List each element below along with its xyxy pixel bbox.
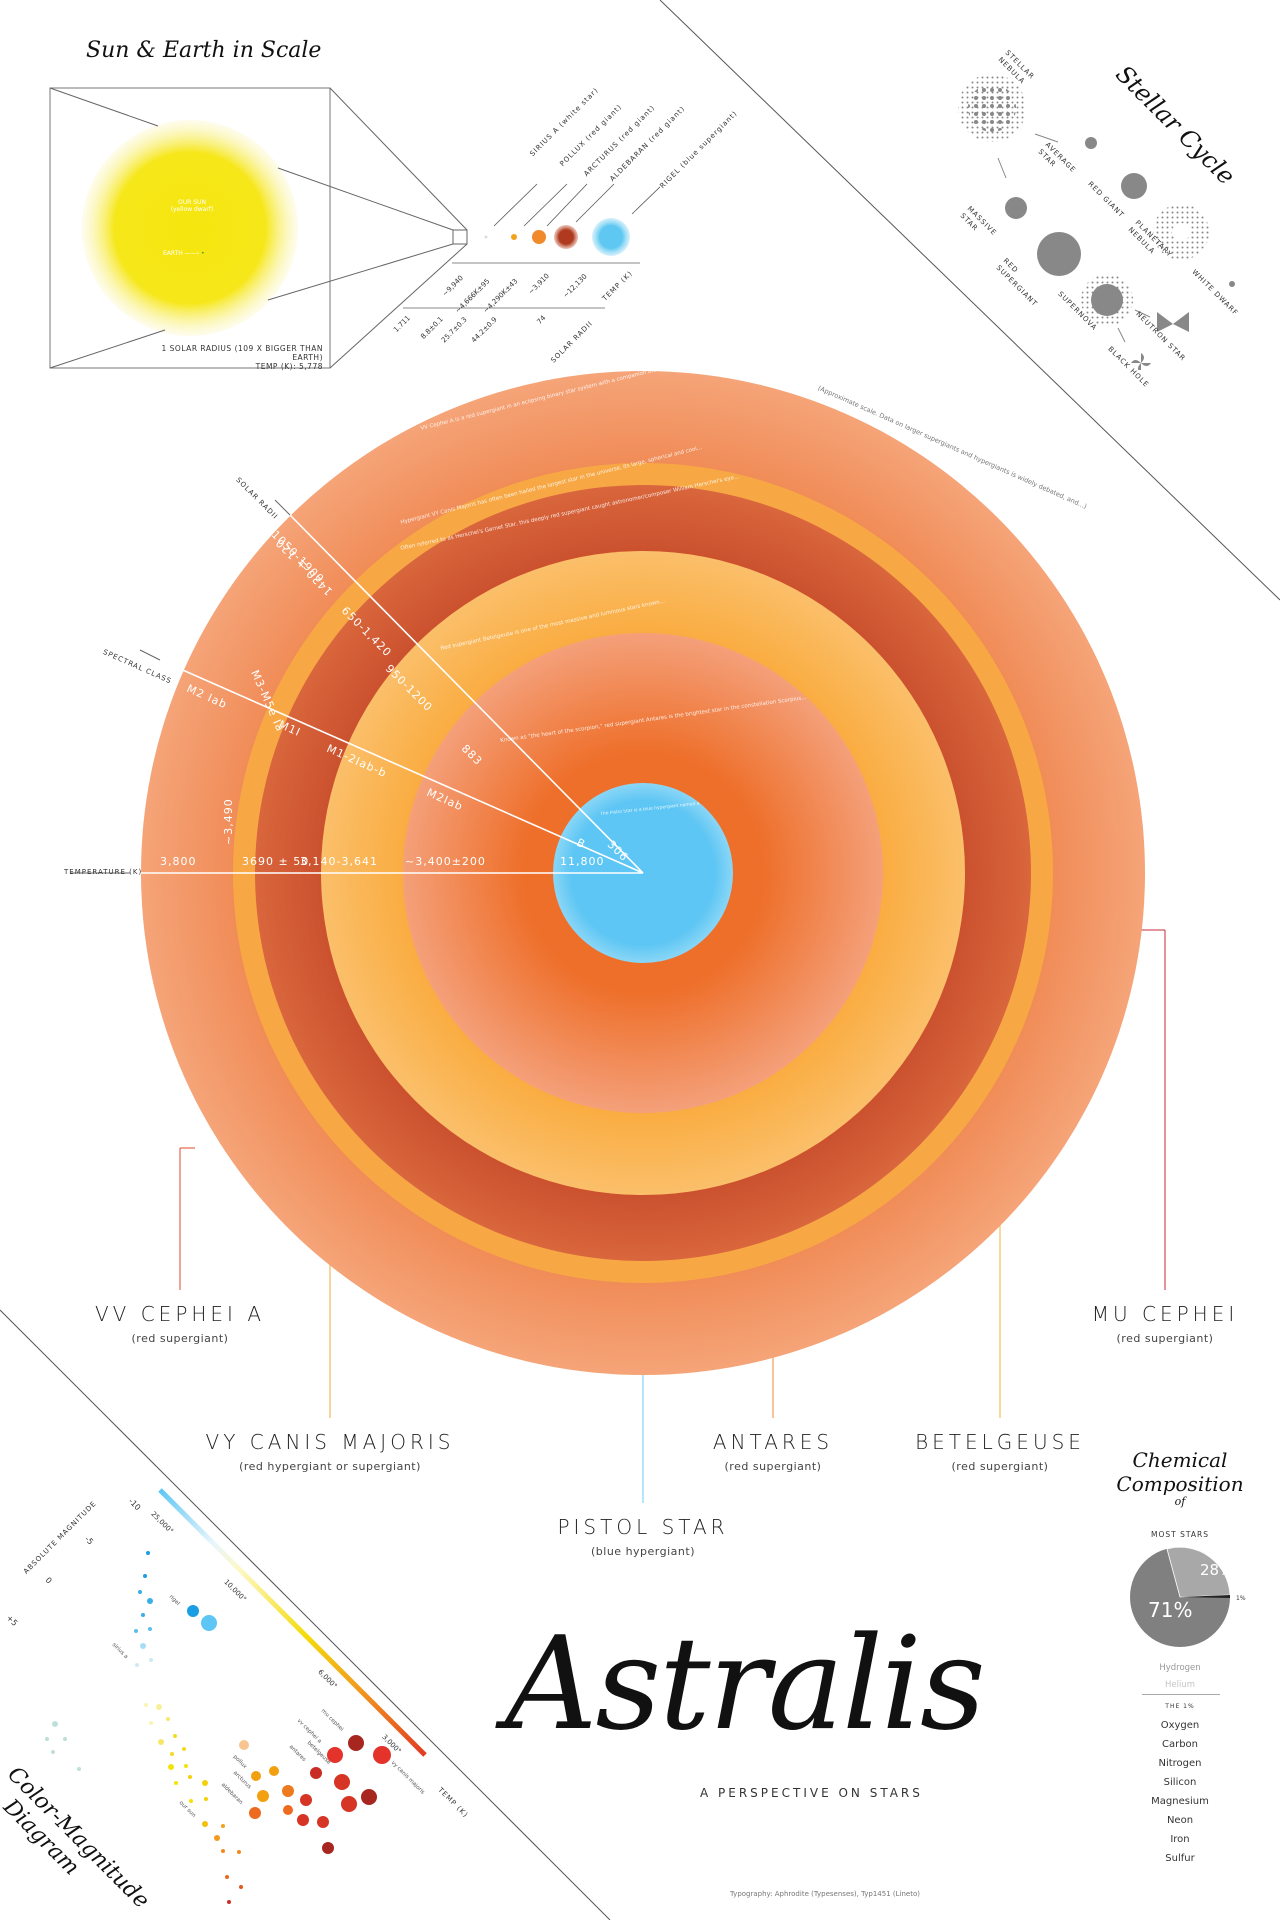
temp-vv-cephei: 3,800 bbox=[160, 855, 197, 868]
legend-divider bbox=[1142, 1694, 1220, 1695]
temp-vy-canis-majoris: ~3,490 bbox=[222, 798, 235, 845]
temp-betelgeuse: 3,140-3,641 bbox=[300, 855, 378, 868]
massive-star-icon bbox=[1005, 197, 1027, 219]
label-betelgeuse: BETELGEUSE (red supergiant) bbox=[915, 1430, 1085, 1473]
element-nitrogen: Nitrogen bbox=[1158, 1758, 1202, 1769]
chemical-subtitle: MOST STARS bbox=[1151, 1530, 1209, 1539]
sun-caption: 1 SOLAR RADIUS (109 X BIGGER THAN EARTH)… bbox=[161, 344, 323, 371]
red-giant-icon bbox=[1121, 173, 1147, 199]
label-vv-cephei-a: VV CEPHEI A (red supergiant) bbox=[95, 1302, 265, 1345]
element-iron: Iron bbox=[1170, 1834, 1190, 1845]
chemical-pie-chart: 28% 71% 1% bbox=[1130, 1546, 1246, 1647]
pie-slice-helium bbox=[1166, 1546, 1231, 1598]
element-neon: Neon bbox=[1166, 1815, 1194, 1826]
sun-circle bbox=[82, 120, 298, 336]
cmd-star-points bbox=[45, 1551, 391, 1904]
label-vy-canis-majoris: VY CANIS MAJORIS (red hypergiant or super… bbox=[205, 1430, 455, 1473]
temp-antares: ~3,400±200 bbox=[405, 855, 486, 868]
legend-hydrogen: Hydrogen bbox=[1159, 1663, 1201, 1673]
legend-helium: Helium bbox=[1164, 1680, 1195, 1690]
svg-text:1%: 1% bbox=[1236, 1595, 1246, 1602]
element-carbon: Carbon bbox=[1161, 1739, 1199, 1750]
stellar-cycle-diagram bbox=[958, 74, 1235, 370]
sun-earth-title: Sun & Earth in Scale bbox=[86, 38, 322, 63]
label-antares: ANTARES (red supergiant) bbox=[712, 1430, 834, 1473]
element-magnesium: Magnesium bbox=[1151, 1796, 1209, 1807]
element-sulfur: Sulfur bbox=[1165, 1853, 1195, 1864]
trace-elements-list: Oxygen Carbon Nitrogen Silicon Magnesium… bbox=[1120, 1720, 1240, 1872]
element-oxygen: Oxygen bbox=[1160, 1720, 1200, 1731]
red-supergiant-icon bbox=[1037, 232, 1081, 276]
element-silicon: Silicon bbox=[1163, 1777, 1197, 1788]
temperature-axis-label: TEMPERATURE (K) bbox=[64, 868, 143, 876]
temp-pistol-star: 11,800 bbox=[560, 855, 605, 868]
label-pistol-star: PISTOL STAR (blue hypergiant) bbox=[557, 1515, 729, 1558]
spectral-class-axis bbox=[159, 659, 644, 874]
the-one-percent-label: THE 1% bbox=[1165, 1703, 1195, 1710]
svg-text:28%: 28% bbox=[1200, 1561, 1233, 1579]
pie-slice-other bbox=[1180, 1595, 1231, 1598]
sun-label: OUR SUN (yellow dwarf) bbox=[170, 199, 214, 213]
color-magnitude-diagram bbox=[45, 1488, 427, 1904]
earth-label: EARTH ——› • bbox=[163, 250, 205, 257]
average-star-icon bbox=[1085, 137, 1097, 149]
black-hole-icon bbox=[1131, 353, 1151, 370]
white-dwarf-icon bbox=[1229, 281, 1235, 287]
temp-mu-cephei: 3690 ± 50 bbox=[242, 855, 310, 868]
chemical-title: Chemical Composition of bbox=[1116, 1448, 1244, 1508]
label-mu-cephei: MU CEPHEI (red supergiant) bbox=[1091, 1302, 1239, 1345]
solar-radii-axis bbox=[289, 514, 644, 874]
sun-earth-panel bbox=[49, 87, 660, 369]
poster-subtitle: A PERSPECTIVE ON STARS bbox=[700, 1786, 923, 1800]
typography-credit: Typography: Aphrodite (Typesenses), Typ1… bbox=[730, 1890, 920, 1898]
temperature-color-bar bbox=[158, 1488, 427, 1757]
neutron-star-icon bbox=[1157, 312, 1189, 332]
poster-title: Astralis bbox=[505, 1610, 986, 1759]
svg-text:71%: 71% bbox=[1148, 1598, 1192, 1622]
